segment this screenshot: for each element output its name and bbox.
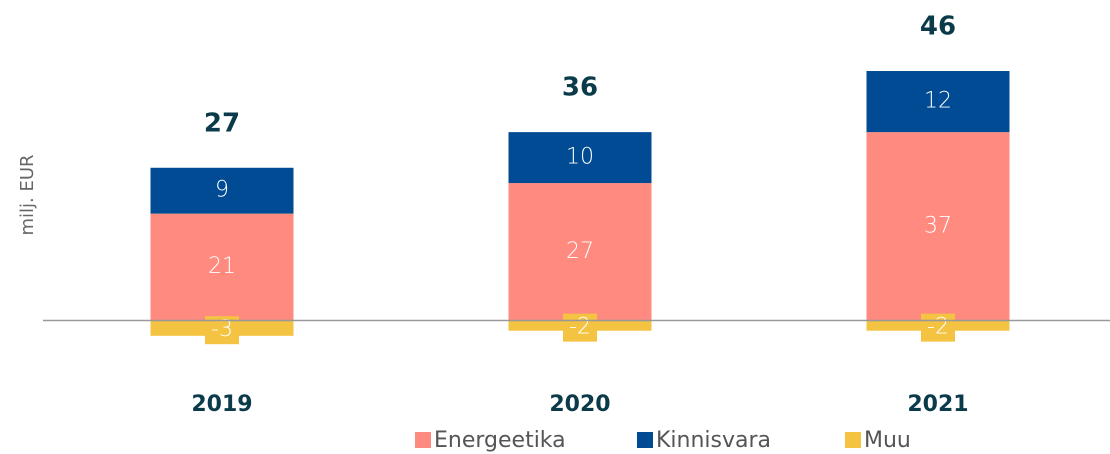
label-box — [921, 313, 955, 342]
bar-segment — [150, 213, 294, 321]
bar-segment — [508, 183, 652, 321]
x-tick-label: 2020 — [549, 392, 610, 417]
bar-segment — [508, 132, 652, 184]
bar-segment — [866, 71, 1010, 133]
segment-label: -3 — [211, 317, 233, 342]
legend-label: Muu — [864, 428, 911, 453]
legend-label: Energeetika — [434, 428, 566, 453]
legend-swatch — [637, 432, 653, 448]
total-label: 46 — [920, 12, 956, 42]
segment-label: -2 — [927, 315, 949, 340]
bar-segment — [866, 132, 1010, 321]
y-axis-label: milj. EUR — [17, 154, 38, 235]
segment-label: 37 — [924, 213, 952, 238]
segment-label: 21 — [208, 254, 236, 279]
label-box — [563, 313, 597, 342]
segment-label: -2 — [569, 315, 591, 340]
segment-label: 10 — [566, 145, 594, 170]
bar-segment — [150, 167, 294, 214]
legend-label: Kinnisvara — [656, 428, 771, 453]
legend-swatch — [845, 432, 861, 448]
total-label: 36 — [562, 73, 598, 103]
segment-label: 27 — [566, 239, 594, 264]
x-tick-label: 2019 — [191, 392, 252, 417]
legend-swatch — [415, 432, 431, 448]
total-label: 27 — [204, 108, 240, 138]
x-tick-label: 2021 — [907, 392, 968, 417]
segment-label: 9 — [215, 178, 229, 203]
segment-label: 12 — [924, 89, 952, 114]
